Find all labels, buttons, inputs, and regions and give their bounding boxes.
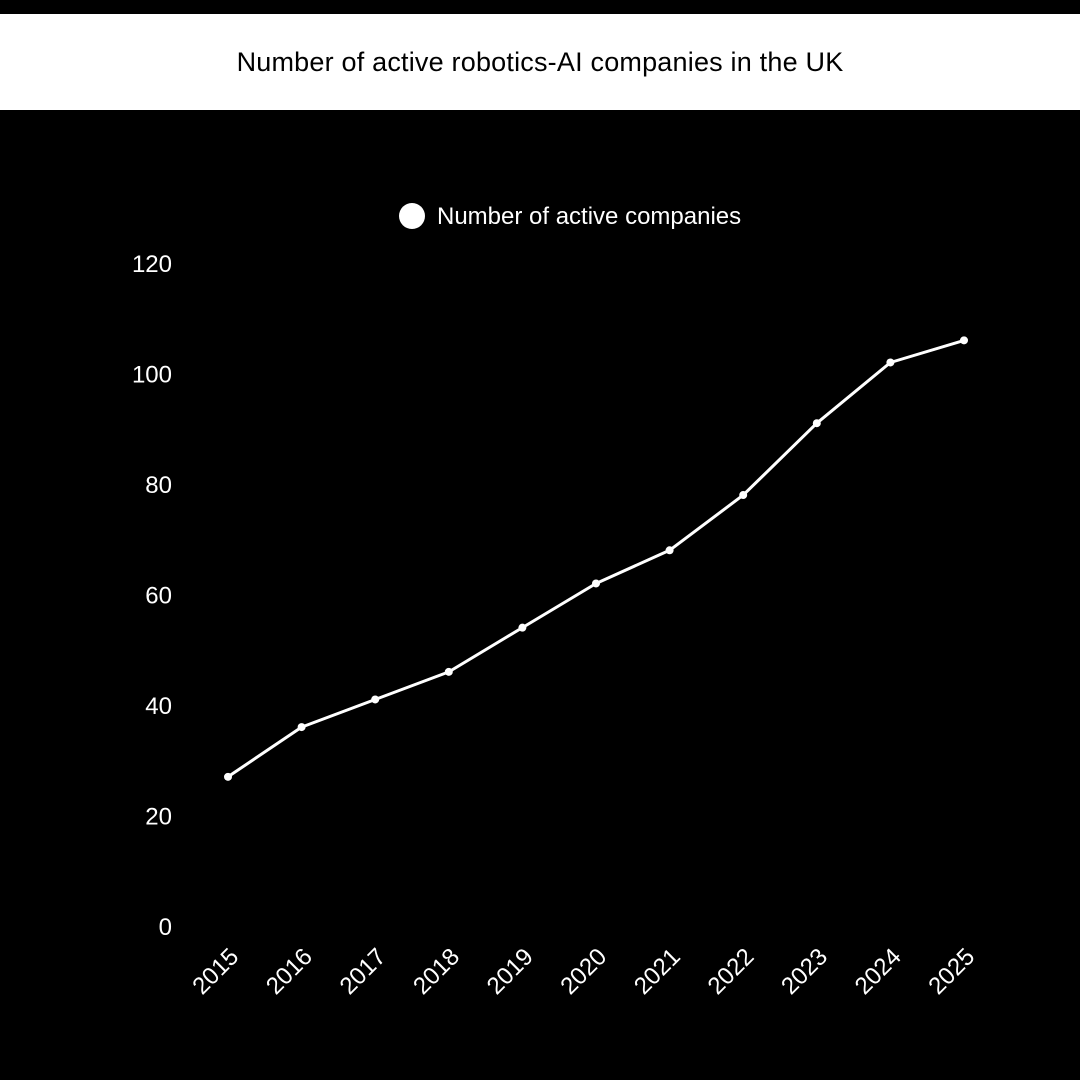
x-tick-label: 2016 — [261, 943, 318, 1000]
y-tick-label: 80 — [145, 472, 172, 499]
x-tick-label: 2024 — [850, 943, 907, 1000]
data-point — [444, 667, 453, 676]
title-bar: Number of active robotics-AI companies i… — [0, 14, 1080, 110]
x-tick-label: 2023 — [776, 943, 833, 1000]
data-point — [224, 772, 232, 781]
x-tick-label: 2022 — [703, 943, 760, 1000]
data-point — [886, 358, 895, 367]
x-tick-label: 2025 — [923, 943, 980, 1000]
y-tick-label: 120 — [132, 251, 172, 278]
data-point — [960, 336, 968, 345]
x-tick-label: 2018 — [408, 943, 465, 1000]
x-tick-label: 2019 — [482, 943, 539, 1000]
y-axis-ticks: 0 20 40 60 80 100 120 — [132, 251, 172, 941]
legend-label: Number of active companies — [437, 203, 741, 230]
x-tick-label: 2017 — [335, 943, 392, 1000]
legend-marker — [399, 203, 425, 229]
y-tick-label: 20 — [145, 804, 172, 831]
data-point — [812, 419, 821, 428]
data-point — [371, 695, 380, 704]
x-tick-label: 2015 — [187, 943, 244, 1000]
x-tick-label: 2020 — [555, 943, 612, 1000]
series-line — [227, 338, 965, 779]
y-tick-label: 100 — [132, 362, 172, 389]
series-layer — [224, 336, 968, 781]
data-point — [592, 579, 600, 588]
data-point — [518, 623, 527, 632]
chart-title: Number of active robotics-AI companies i… — [236, 46, 844, 77]
data-point — [297, 723, 306, 732]
legend: Number of active companies — [399, 203, 741, 230]
data-point — [739, 491, 748, 500]
x-tick-label: 2021 — [629, 943, 686, 1000]
y-tick-label: 60 — [145, 583, 172, 610]
x-axis-ticks: 2015 2016 2017 2018 2019 2020 2021 2022 2023 2024… — [187, 943, 980, 1000]
data-point — [665, 546, 674, 555]
y-tick-label: 40 — [145, 693, 172, 720]
y-tick-label: 0 — [159, 914, 172, 941]
